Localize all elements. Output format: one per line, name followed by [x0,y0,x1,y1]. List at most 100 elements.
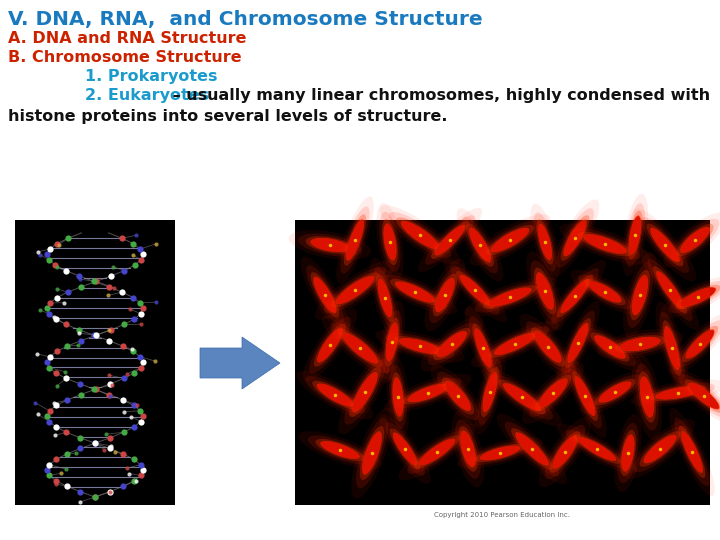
Ellipse shape [431,364,485,428]
Ellipse shape [623,252,657,338]
Ellipse shape [519,314,577,380]
Ellipse shape [360,426,384,480]
Ellipse shape [356,417,388,488]
Ellipse shape [680,287,716,307]
Ellipse shape [534,268,556,314]
Ellipse shape [480,446,521,461]
Ellipse shape [471,321,559,367]
Ellipse shape [553,436,577,468]
Ellipse shape [424,259,466,332]
Ellipse shape [563,354,607,438]
Ellipse shape [539,378,568,408]
Ellipse shape [386,323,398,361]
Ellipse shape [377,203,404,281]
Ellipse shape [573,434,621,464]
Ellipse shape [351,407,392,499]
Ellipse shape [650,228,680,262]
Ellipse shape [341,206,369,274]
Ellipse shape [580,369,650,414]
Ellipse shape [420,439,454,465]
Ellipse shape [462,217,498,273]
Ellipse shape [526,321,570,373]
Ellipse shape [324,267,386,313]
Ellipse shape [655,387,701,400]
Ellipse shape [675,285,720,309]
Ellipse shape [662,320,682,376]
Ellipse shape [656,271,684,309]
Ellipse shape [544,425,585,479]
Ellipse shape [437,372,480,420]
Ellipse shape [575,377,595,415]
Ellipse shape [474,329,491,367]
Ellipse shape [664,326,680,370]
Ellipse shape [614,335,666,353]
Ellipse shape [503,383,541,411]
Ellipse shape [563,220,587,256]
Ellipse shape [464,277,556,317]
Ellipse shape [314,278,336,313]
Ellipse shape [539,417,591,487]
Ellipse shape [549,431,580,472]
Ellipse shape [310,238,350,252]
Ellipse shape [418,438,455,465]
Ellipse shape [534,212,557,272]
Ellipse shape [298,233,362,256]
Ellipse shape [438,332,467,356]
Ellipse shape [594,335,626,359]
Ellipse shape [619,337,661,351]
Ellipse shape [606,332,673,356]
Ellipse shape [317,383,354,407]
Ellipse shape [395,281,435,303]
Ellipse shape [638,372,656,423]
Ellipse shape [557,424,637,474]
Ellipse shape [474,328,492,368]
Ellipse shape [435,278,455,312]
Ellipse shape [539,225,552,259]
Ellipse shape [384,318,400,366]
Ellipse shape [460,431,476,467]
Ellipse shape [469,227,491,262]
Ellipse shape [490,288,531,306]
Ellipse shape [336,276,374,304]
Ellipse shape [494,333,536,355]
Ellipse shape [318,384,353,406]
Ellipse shape [460,275,490,305]
Ellipse shape [561,215,590,261]
Ellipse shape [530,204,559,280]
Ellipse shape [678,374,720,418]
Ellipse shape [330,323,390,373]
Ellipse shape [390,279,440,305]
Ellipse shape [617,423,639,483]
Ellipse shape [446,382,470,410]
Ellipse shape [685,329,715,359]
Ellipse shape [395,378,462,408]
Ellipse shape [675,418,710,486]
Ellipse shape [536,219,554,265]
Ellipse shape [344,359,386,425]
Ellipse shape [297,370,374,420]
Ellipse shape [632,275,648,315]
Ellipse shape [536,273,554,309]
Ellipse shape [318,328,342,362]
Ellipse shape [451,410,485,488]
Ellipse shape [370,258,400,339]
Ellipse shape [474,349,505,435]
Ellipse shape [644,435,677,463]
Ellipse shape [657,272,683,308]
Ellipse shape [620,430,636,476]
Ellipse shape [584,234,626,253]
Ellipse shape [583,234,627,254]
Ellipse shape [312,381,358,409]
Ellipse shape [680,287,716,307]
Ellipse shape [625,419,695,479]
Ellipse shape [373,269,457,314]
Ellipse shape [568,363,602,429]
Ellipse shape [497,414,567,484]
Ellipse shape [564,220,586,255]
Ellipse shape [391,373,405,422]
Ellipse shape [622,194,648,276]
Ellipse shape [539,379,567,407]
Ellipse shape [289,230,372,260]
Ellipse shape [511,428,553,470]
Ellipse shape [561,280,589,313]
